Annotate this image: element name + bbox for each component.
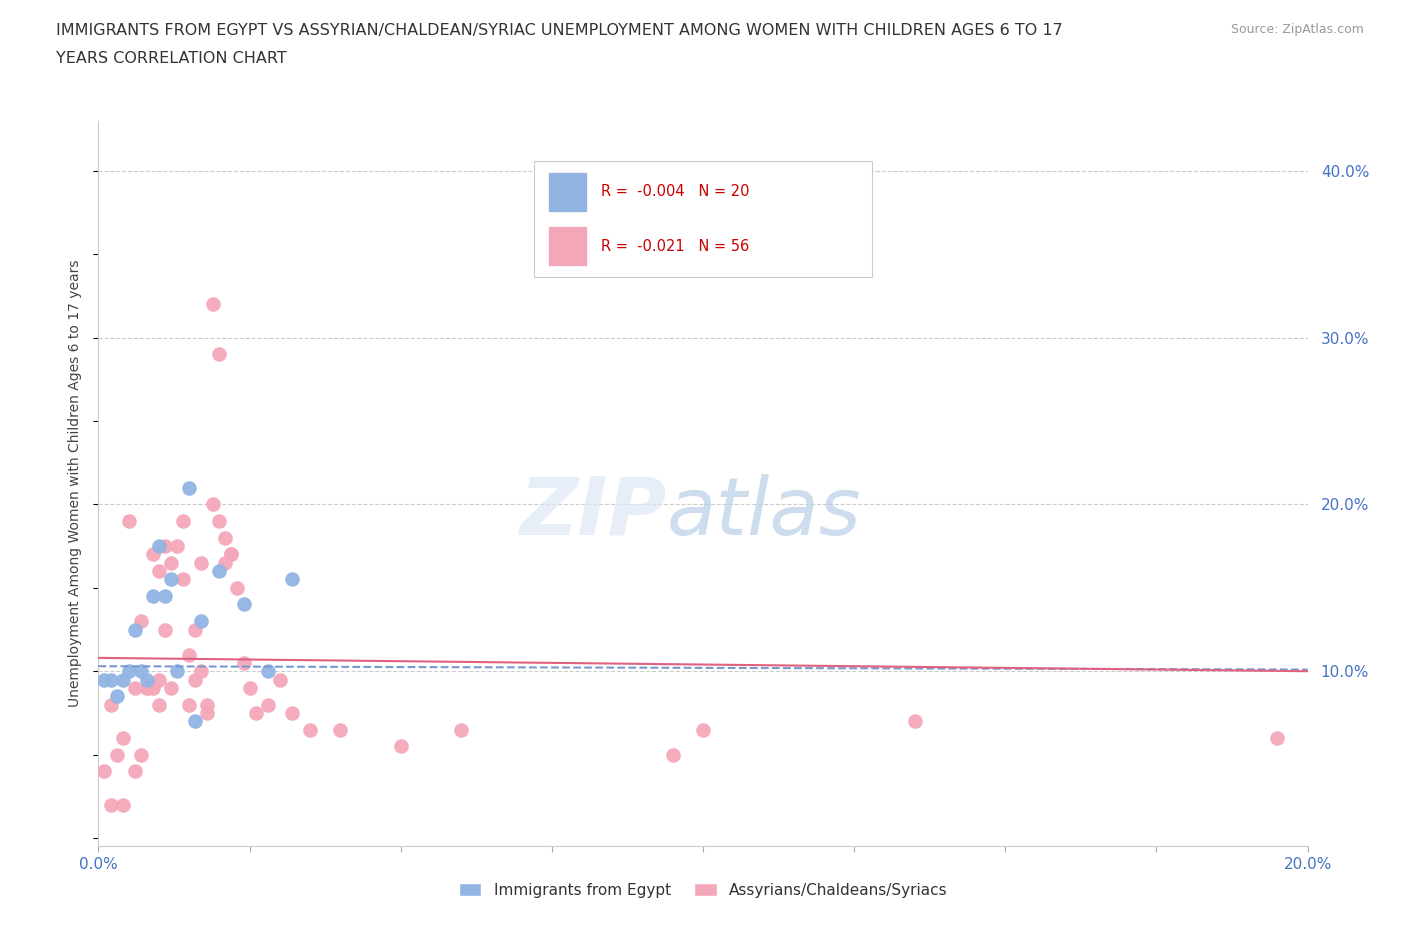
Point bbox=[214, 555, 236, 570]
Point bbox=[100, 797, 122, 812]
Point bbox=[118, 513, 141, 528]
Point bbox=[190, 555, 212, 570]
Point bbox=[184, 672, 207, 687]
Text: atlas: atlas bbox=[666, 473, 862, 551]
Point bbox=[269, 672, 291, 687]
Point bbox=[179, 480, 201, 495]
Point bbox=[195, 698, 218, 712]
Point bbox=[160, 572, 183, 587]
Point bbox=[160, 681, 183, 696]
Point bbox=[166, 664, 188, 679]
Point bbox=[692, 722, 714, 737]
Point bbox=[239, 681, 262, 696]
Point bbox=[389, 738, 412, 753]
Point bbox=[281, 572, 304, 587]
Point bbox=[172, 513, 194, 528]
Point bbox=[129, 664, 152, 679]
Point bbox=[221, 547, 243, 562]
Point bbox=[195, 706, 218, 721]
Point bbox=[135, 672, 157, 687]
Point bbox=[904, 714, 927, 729]
Point bbox=[124, 622, 146, 637]
Point bbox=[135, 681, 157, 696]
Text: Source: ZipAtlas.com: Source: ZipAtlas.com bbox=[1230, 23, 1364, 36]
Point bbox=[256, 664, 278, 679]
Point bbox=[124, 764, 146, 778]
Point bbox=[160, 555, 183, 570]
Point bbox=[232, 656, 254, 671]
Point bbox=[226, 580, 249, 595]
Point bbox=[153, 622, 176, 637]
Point bbox=[153, 589, 176, 604]
Point bbox=[232, 597, 254, 612]
Point bbox=[190, 664, 212, 679]
Point bbox=[450, 722, 472, 737]
Point bbox=[148, 564, 170, 578]
Point bbox=[299, 722, 322, 737]
Bar bbox=[548, 172, 586, 212]
Point bbox=[148, 672, 170, 687]
Point bbox=[208, 564, 231, 578]
Point bbox=[148, 698, 170, 712]
Point bbox=[172, 572, 194, 587]
Point bbox=[118, 664, 141, 679]
Point bbox=[129, 614, 152, 629]
Point bbox=[202, 297, 225, 312]
Text: R =  -0.004   N = 20: R = -0.004 N = 20 bbox=[602, 184, 749, 199]
Point bbox=[661, 747, 683, 762]
Y-axis label: Unemployment Among Women with Children Ages 6 to 17 years: Unemployment Among Women with Children A… bbox=[69, 259, 83, 708]
Point bbox=[202, 497, 225, 512]
Point bbox=[256, 698, 278, 712]
Point bbox=[100, 698, 122, 712]
Point bbox=[184, 714, 207, 729]
Point bbox=[184, 622, 207, 637]
Point bbox=[166, 538, 188, 553]
Point bbox=[281, 706, 304, 721]
Point bbox=[111, 797, 134, 812]
Point bbox=[111, 672, 134, 687]
Point bbox=[142, 547, 165, 562]
Point bbox=[93, 672, 115, 687]
Text: ZIP: ZIP bbox=[519, 473, 666, 551]
FancyBboxPatch shape bbox=[534, 161, 872, 277]
Point bbox=[153, 538, 176, 553]
Point bbox=[221, 547, 243, 562]
Point bbox=[179, 698, 201, 712]
Point bbox=[245, 706, 267, 721]
Bar bbox=[548, 226, 586, 266]
Point bbox=[124, 681, 146, 696]
Point bbox=[93, 764, 115, 778]
Point bbox=[100, 672, 122, 687]
Point bbox=[111, 730, 134, 745]
Point bbox=[179, 647, 201, 662]
Legend: Immigrants from Egypt, Assyrians/Chaldeans/Syriacs: Immigrants from Egypt, Assyrians/Chaldea… bbox=[453, 877, 953, 904]
Point bbox=[208, 513, 231, 528]
Point bbox=[105, 747, 128, 762]
Point bbox=[1267, 730, 1289, 745]
Point bbox=[129, 747, 152, 762]
Point bbox=[208, 347, 231, 362]
Point bbox=[135, 681, 157, 696]
Point bbox=[190, 614, 212, 629]
Point bbox=[142, 681, 165, 696]
Point bbox=[214, 530, 236, 545]
Point bbox=[142, 589, 165, 604]
Point bbox=[329, 722, 352, 737]
Text: YEARS CORRELATION CHART: YEARS CORRELATION CHART bbox=[56, 51, 287, 66]
Point bbox=[148, 538, 170, 553]
Text: R =  -0.021   N = 56: R = -0.021 N = 56 bbox=[602, 238, 749, 254]
Text: IMMIGRANTS FROM EGYPT VS ASSYRIAN/CHALDEAN/SYRIAC UNEMPLOYMENT AMONG WOMEN WITH : IMMIGRANTS FROM EGYPT VS ASSYRIAN/CHALDE… bbox=[56, 23, 1063, 38]
Point bbox=[105, 689, 128, 704]
